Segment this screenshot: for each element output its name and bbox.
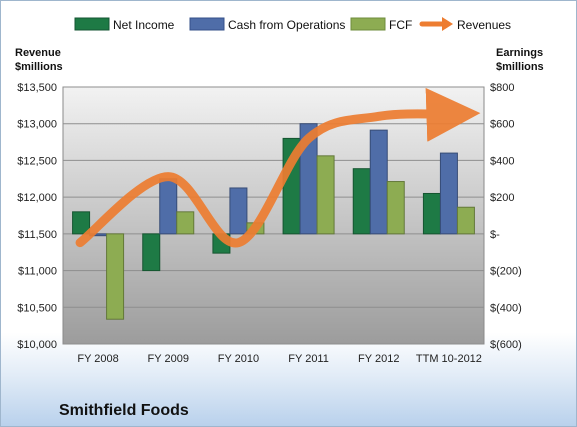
legend: Net Income Cash from Operations FCF Reve…	[74, 17, 511, 32]
right-tick-label: $(200)	[490, 266, 522, 278]
plot-area	[62, 86, 485, 345]
bar-net-income	[352, 168, 371, 235]
left-tick-label: $10,000	[17, 339, 57, 351]
legend-label-cash-from-operations: Cash from Operations	[228, 18, 345, 32]
company-name: Smithfield Foods	[59, 402, 189, 419]
category-label: TTM 10-2012	[416, 353, 482, 365]
right-tick-label: $-	[490, 229, 500, 241]
legend-swatch-net-income	[74, 17, 110, 31]
category-label: FY 2011	[288, 353, 329, 365]
bar-net-income	[142, 233, 161, 272]
bar-fcf	[316, 155, 335, 235]
legend-label-revenues: Revenues	[457, 18, 511, 32]
bar-fcf	[106, 233, 125, 320]
bar-fcf	[386, 181, 405, 235]
right-tick-label: $600	[490, 119, 514, 131]
right-tick-label: $(600)	[490, 339, 522, 351]
right-tick-label: $400	[490, 155, 514, 167]
right-axis-title-line1: Earnings	[496, 47, 543, 59]
category-label: FY 2008	[77, 353, 118, 365]
left-tick-label: $13,000	[17, 119, 57, 131]
legend-label-fcf: FCF	[389, 18, 412, 32]
bar-net-income	[72, 211, 91, 235]
tick-labels: $10,000 $10,500 $11,000 $11,500 $12,000 $12,5…	[17, 82, 522, 365]
revenue-line-group	[75, 87, 481, 248]
left-tick-label: $12,000	[17, 192, 57, 204]
category-label: FY 2012	[358, 353, 399, 365]
left-axis-title-line2: $millions	[15, 61, 63, 73]
left-tick-label: $13,500	[17, 82, 57, 94]
legend-swatch-cash-from-operations	[189, 17, 225, 31]
bar-net-income	[422, 192, 441, 235]
legend-arrow-revenues	[442, 17, 453, 31]
right-axis-title-line2: $millions	[496, 61, 544, 73]
bar-cash-from-operations	[439, 152, 458, 235]
category-label: FY 2010	[218, 353, 259, 365]
right-tick-label: $200	[490, 192, 514, 204]
legend-label-net-income: Net Income	[113, 18, 175, 32]
left-axis-title-line1: Revenue	[15, 47, 61, 59]
bar-cash-from-operations	[369, 129, 388, 235]
left-tick-label: $10,500	[17, 302, 57, 314]
legend-swatch-fcf	[350, 17, 386, 31]
bar-fcf	[176, 211, 195, 235]
left-tick-label: $11,000	[18, 266, 57, 278]
left-tick-label: $12,500	[17, 155, 57, 167]
category-label: FY 2009	[148, 353, 189, 365]
right-tick-label: $(400)	[490, 302, 522, 314]
bar-fcf	[456, 206, 475, 235]
right-tick-label: $800	[490, 82, 514, 94]
left-tick-label: $11,500	[18, 229, 57, 241]
bar-cash-from-operations	[159, 178, 178, 235]
revenue-line	[75, 87, 481, 248]
bar-cash-from-operations	[229, 187, 248, 235]
